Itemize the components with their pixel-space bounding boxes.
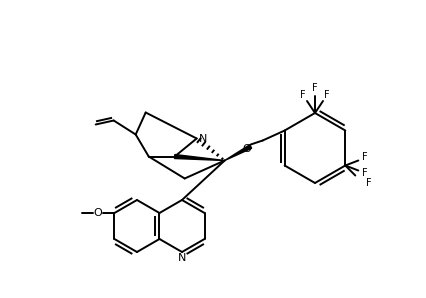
Text: F: F — [324, 90, 330, 100]
Polygon shape — [225, 145, 252, 161]
Polygon shape — [175, 154, 225, 161]
Text: F: F — [363, 168, 368, 179]
Text: F: F — [300, 90, 306, 100]
Text: F: F — [312, 83, 318, 93]
Text: F: F — [366, 179, 372, 189]
Text: O: O — [242, 144, 251, 153]
Text: F: F — [363, 153, 368, 162]
Text: N: N — [199, 134, 207, 144]
Text: O: O — [93, 208, 102, 218]
Text: N: N — [178, 253, 186, 263]
